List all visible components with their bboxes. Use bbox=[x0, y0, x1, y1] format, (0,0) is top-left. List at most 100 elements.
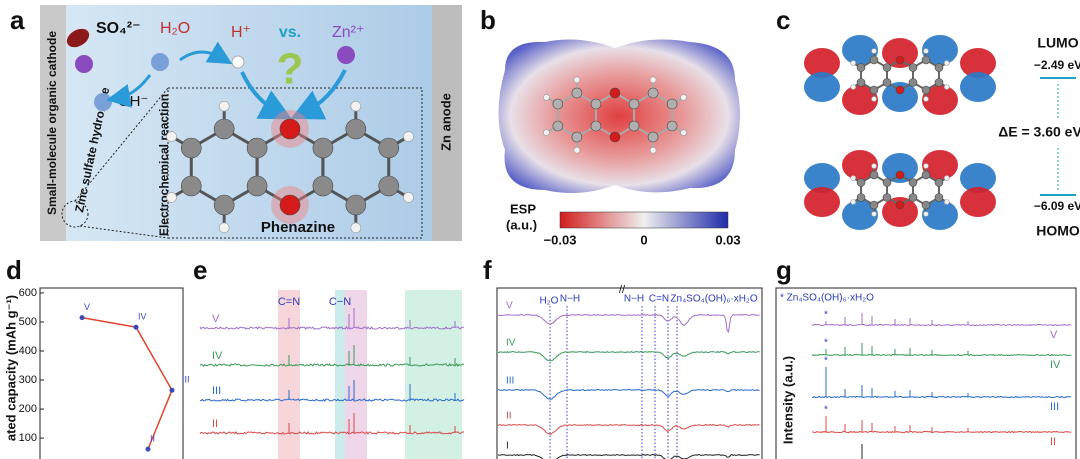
spectrum bbox=[200, 398, 465, 403]
hydrogen-atom bbox=[680, 129, 687, 136]
oxygen-atom bbox=[94, 93, 112, 111]
nitrogen-atom bbox=[279, 194, 301, 216]
hydrogen-atom bbox=[573, 146, 581, 154]
carbon-atom bbox=[647, 87, 659, 99]
hydrogen-atom bbox=[943, 84, 950, 90]
orbital-lobe bbox=[842, 35, 878, 65]
orbital-lobe bbox=[960, 72, 996, 102]
trace-label: IV bbox=[212, 350, 223, 362]
carbon-atom bbox=[647, 131, 659, 143]
trace-label: IV bbox=[1050, 359, 1061, 371]
orbital-lobe bbox=[922, 150, 958, 180]
hydrogen-atom bbox=[649, 76, 657, 84]
homo-energy: −6.09 eV bbox=[1034, 199, 1080, 213]
reaction-label: Electrochemical reaction bbox=[157, 94, 171, 236]
spectrum bbox=[811, 353, 1072, 357]
carbon-atom bbox=[856, 63, 866, 72]
arrow bbox=[106, 74, 152, 108]
hydrogen-atom bbox=[166, 192, 177, 203]
water-label: H₂O bbox=[160, 20, 190, 37]
carbon-atom bbox=[312, 137, 334, 159]
peak-label: C=N bbox=[649, 294, 669, 305]
carbon-atom bbox=[213, 194, 235, 216]
hydrogen-atom bbox=[573, 76, 581, 84]
carbon-atom bbox=[882, 63, 892, 72]
hydrogen-atom bbox=[649, 146, 657, 154]
colorbar-title: ESP bbox=[510, 201, 536, 216]
point-label: IV bbox=[138, 312, 147, 322]
hydrogen-atom bbox=[166, 131, 177, 142]
hydrogen-atom bbox=[871, 211, 877, 217]
carbon-atom bbox=[312, 175, 334, 197]
anode-label: Zn anode bbox=[438, 93, 453, 151]
arrow bbox=[240, 71, 293, 120]
carbon-atom bbox=[856, 78, 866, 87]
y-tick-label: 400 bbox=[19, 345, 37, 357]
hydrogen-atom bbox=[403, 131, 414, 142]
spectrum bbox=[199, 430, 465, 435]
lumo-label: LUMO bbox=[1037, 35, 1078, 51]
spectrum bbox=[199, 362, 465, 368]
carbon-atom bbox=[628, 120, 640, 132]
legend-label: * Zn₄SO₄(OH)₆·xH₂O bbox=[780, 293, 874, 304]
carbon-atom bbox=[856, 178, 866, 187]
colorbar-tick-label: 0 bbox=[640, 232, 647, 247]
carbon-atom bbox=[345, 194, 367, 216]
carbon-atom bbox=[590, 98, 602, 110]
band bbox=[278, 290, 300, 459]
hydrogen-atom bbox=[680, 94, 687, 101]
band bbox=[345, 290, 367, 459]
hydrogen-atom bbox=[850, 199, 857, 205]
carbon-atom bbox=[246, 137, 268, 159]
carbon-atom bbox=[345, 118, 367, 140]
orbital bbox=[804, 150, 996, 230]
carbon-atom bbox=[869, 200, 879, 210]
spectrum bbox=[811, 395, 1072, 399]
peak-label: C−N bbox=[329, 296, 351, 308]
nitrogen-atom bbox=[895, 200, 905, 210]
trace-label: V bbox=[212, 313, 220, 325]
carbon-atom bbox=[934, 78, 944, 87]
energy-gap: ΔE = 3.60 eV bbox=[998, 124, 1080, 140]
arrow bbox=[179, 41, 233, 65]
orbital-lobe bbox=[804, 187, 840, 217]
anode-strip bbox=[432, 5, 462, 241]
trace-label: III bbox=[506, 376, 514, 387]
colorbar bbox=[559, 211, 729, 229]
orbital-lobe bbox=[842, 150, 878, 180]
zoom-line bbox=[79, 225, 169, 239]
carbon-atom bbox=[921, 55, 931, 65]
trace-label: I bbox=[506, 441, 509, 452]
versus-label: vs. bbox=[279, 24, 301, 41]
carbon-atom bbox=[571, 87, 583, 99]
zinc-ion bbox=[75, 55, 93, 73]
orbital-lobe bbox=[882, 197, 918, 227]
panel-label: a bbox=[10, 5, 25, 35]
colorbar-tick-label: −0.03 bbox=[544, 232, 577, 247]
cathode-label: Small-molecule organic cathode bbox=[45, 31, 59, 215]
y-tick-label: 200 bbox=[19, 403, 37, 415]
molecule-name: Phenazine bbox=[261, 219, 335, 236]
scene-background bbox=[40, 5, 462, 241]
point bbox=[145, 446, 151, 452]
orbital-lobe bbox=[960, 187, 996, 217]
nitrogen-atom bbox=[895, 85, 905, 95]
panel-label: b bbox=[480, 5, 496, 35]
panel-label: e bbox=[193, 255, 207, 285]
hydrogen-atom bbox=[943, 175, 950, 181]
hydrogen-atom bbox=[923, 163, 929, 169]
panel-label: f bbox=[483, 255, 492, 285]
carbon-atom bbox=[908, 178, 918, 187]
colorbar-tick-label: 0.03 bbox=[715, 232, 740, 247]
carbon-atom bbox=[590, 120, 602, 132]
hydrogen-atom bbox=[350, 100, 362, 112]
peak-label: H₂O bbox=[540, 296, 559, 307]
carbon-atom bbox=[666, 98, 678, 110]
hydrogen-atom bbox=[543, 94, 550, 101]
y-axis-label: Intensity (a.u.) bbox=[780, 356, 795, 444]
spectrum bbox=[497, 350, 760, 362]
spectrum bbox=[199, 325, 465, 331]
carbon-atom bbox=[882, 178, 892, 187]
carbon-atom bbox=[921, 200, 931, 210]
